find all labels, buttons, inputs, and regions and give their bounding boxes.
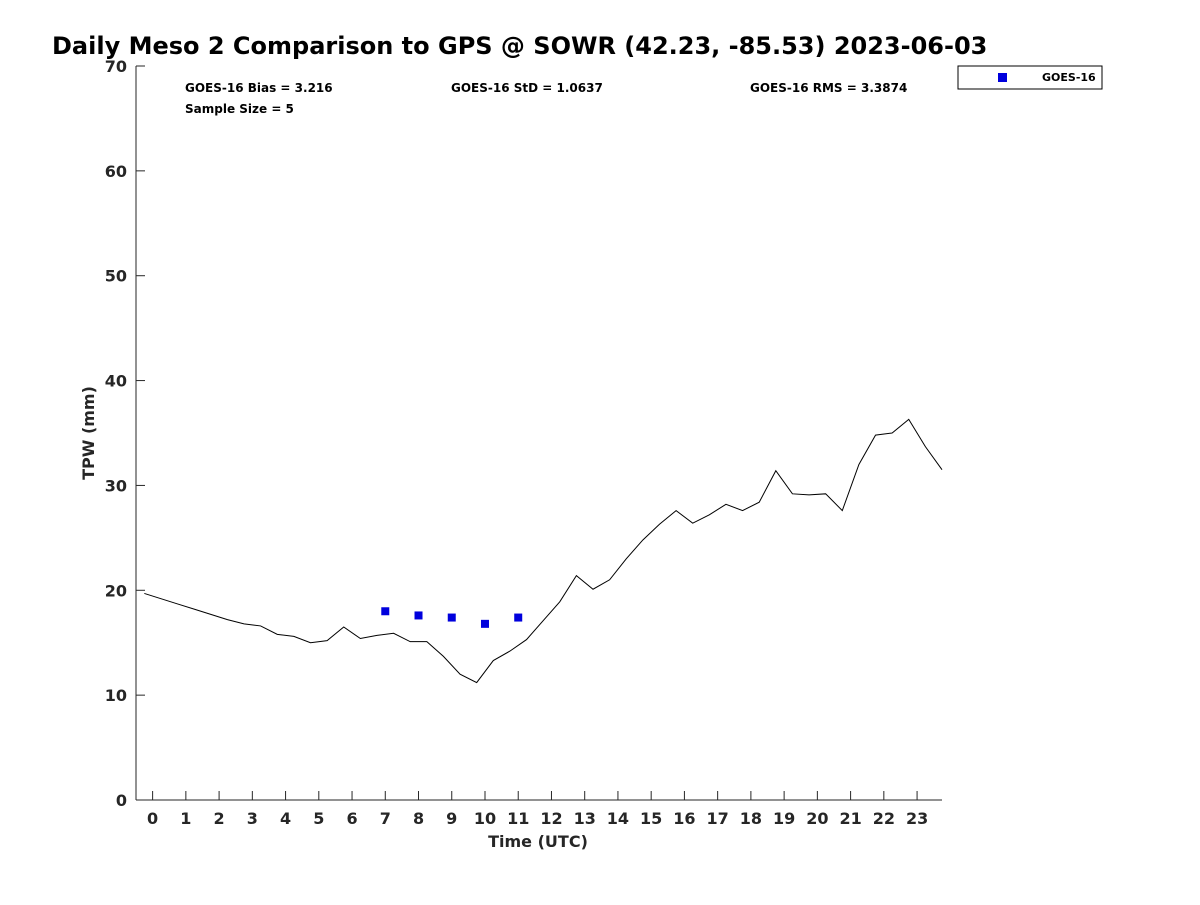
- legend-marker-goes16: [998, 73, 1007, 82]
- x-tick-label: 20: [806, 809, 828, 828]
- x-tick-label: 0: [147, 809, 158, 828]
- x-tick-label: 16: [673, 809, 695, 828]
- x-tick-label: 3: [247, 809, 258, 828]
- x-tick-label: 17: [707, 809, 729, 828]
- stat-sample-size: Sample Size = 5: [185, 102, 294, 116]
- gps-tpw-line: [144, 418, 943, 684]
- x-tick-label: 13: [574, 809, 596, 828]
- y-axis-label: TPW (mm): [79, 386, 98, 480]
- goes16-point: [514, 613, 523, 622]
- stat-std: GOES-16 StD = 1.0637: [451, 81, 603, 95]
- y-tick-label: 70: [105, 57, 127, 76]
- x-tick-label: 10: [474, 809, 496, 828]
- x-axis-label: Time (UTC): [488, 832, 588, 851]
- x-tick-label: 11: [507, 809, 529, 828]
- x-tick-label: 21: [839, 809, 861, 828]
- goes16-point: [414, 611, 423, 620]
- x-tick-label: 15: [640, 809, 662, 828]
- x-tick-label: 23: [906, 809, 928, 828]
- chart-title: Daily Meso 2 Comparison to GPS @ SOWR (4…: [52, 32, 987, 60]
- x-tick-label: 5: [313, 809, 324, 828]
- x-tick-label: 1: [180, 809, 191, 828]
- stat-rms: GOES-16 RMS = 3.3874: [750, 81, 907, 95]
- y-tick-label: 20: [105, 581, 127, 600]
- y-tick-label: 40: [105, 372, 127, 391]
- goes16-point: [447, 613, 456, 622]
- x-tick-label: 12: [540, 809, 562, 828]
- x-tick-label: 4: [280, 809, 291, 828]
- x-tick-label: 8: [413, 809, 424, 828]
- y-tick-label: 0: [116, 791, 127, 810]
- y-tick-label: 10: [105, 686, 127, 705]
- stat-bias: GOES-16 Bias = 3.216: [185, 81, 333, 95]
- y-tick-label: 60: [105, 162, 127, 181]
- goes16-point: [381, 607, 390, 616]
- x-tick-label: 22: [873, 809, 895, 828]
- y-tick-label: 50: [105, 267, 127, 286]
- x-tick-label: 6: [346, 809, 357, 828]
- x-tick-label: 7: [380, 809, 391, 828]
- x-tick-label: 14: [607, 809, 629, 828]
- x-tick-label: 18: [740, 809, 762, 828]
- goes16-point: [480, 619, 489, 628]
- x-tick-label: 9: [446, 809, 457, 828]
- x-tick-label: 2: [214, 809, 225, 828]
- y-tick-label: 30: [105, 476, 127, 495]
- legend: GOES-16: [957, 65, 1103, 90]
- legend-box: [957, 65, 1103, 90]
- x-tick-label: 19: [773, 809, 795, 828]
- legend-label-goes16: GOES-16: [1042, 71, 1096, 84]
